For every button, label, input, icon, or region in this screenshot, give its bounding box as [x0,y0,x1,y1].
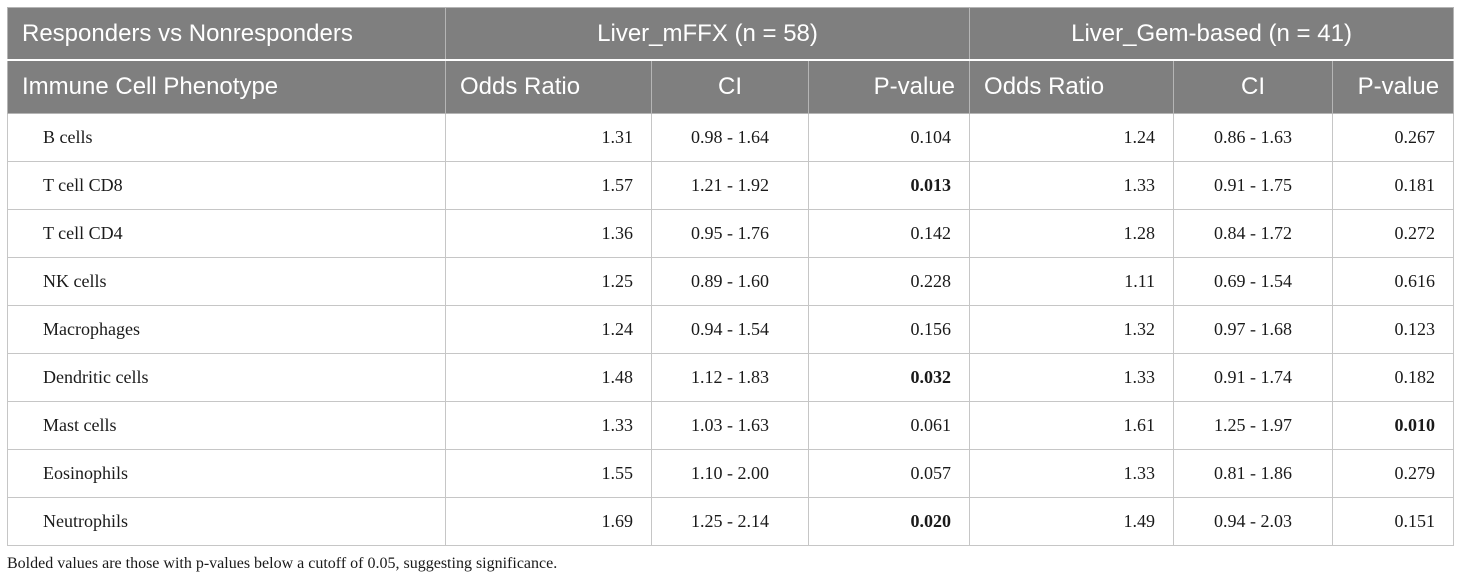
table-header: Responders vs Nonresponders Liver_mFFX (… [7,7,1455,114]
mffx-p-value-cell: 0.057 [807,449,971,498]
gem-odds-ratio-cell: 1.33 [969,449,1175,498]
phenotype-column-header: Immune Cell Phenotype [7,59,446,114]
gem-ci-header: CI [1173,59,1334,114]
table-body: B cells 1.31 0.98 - 1.64 0.104 1.24 0.86 - 1.… [7,113,1455,546]
mffx-odds-ratio-cell: 1.25 [445,257,652,306]
gem-ci-cell: 0.91 - 1.74 [1173,353,1334,402]
gem-p-value-cell: 0.616 [1332,257,1455,306]
mffx-p-value-cell: 0.013 [807,161,971,210]
mffx-odds-ratio-cell: 1.57 [445,161,652,210]
gem-p-value-cell: 0.123 [1332,305,1455,354]
mffx-p-value-header: P-value [807,59,971,114]
gem-ci-cell: 0.91 - 1.75 [1173,161,1334,210]
gem-odds-ratio-cell: 1.11 [969,257,1175,306]
gem-ci-cell: 0.69 - 1.54 [1173,257,1334,306]
gem-p-value-cell: 0.279 [1332,449,1455,498]
phenotype-cell: T cell CD4 [7,209,446,258]
table-footnote: Bolded values are those with p-values be… [7,555,558,572]
gem-p-value-cell: 0.272 [1332,209,1455,258]
phenotype-cell: Mast cells [7,401,446,450]
gem-p-value-cell: 0.182 [1332,353,1455,402]
table-row: Neutrophils 1.69 1.25 - 2.14 0.020 1.49 0.94 … [7,497,1455,546]
mffx-ci-cell: 1.03 - 1.63 [651,401,809,450]
gem-odds-ratio-cell: 1.61 [969,401,1175,450]
gem-odds-ratio-header: Odds Ratio [969,59,1175,114]
mffx-odds-ratio-cell: 1.69 [445,497,652,546]
mffx-p-value-cell: 0.104 [807,113,971,162]
group-header-gem: Liver_Gem-based (n = 41) [969,7,1455,61]
gem-odds-ratio-cell: 1.33 [969,353,1175,402]
mffx-ci-cell: 1.25 - 2.14 [651,497,809,546]
mffx-p-value-cell: 0.156 [807,305,971,354]
mffx-odds-ratio-header: Odds Ratio [445,59,652,114]
mffx-odds-ratio-cell: 1.36 [445,209,652,258]
gem-p-value-cell: 0.267 [1332,113,1455,162]
mffx-p-value-cell: 0.061 [807,401,971,450]
mffx-p-value-cell: 0.032 [807,353,971,402]
mffx-odds-ratio-cell: 1.24 [445,305,652,354]
table-row: Macrophages 1.24 0.94 - 1.54 0.156 1.32 0.97 … [7,305,1455,354]
mffx-ci-cell: 0.94 - 1.54 [651,305,809,354]
gem-odds-ratio-cell: 1.28 [969,209,1175,258]
table-row: Eosinophils 1.55 1.10 - 2.00 0.057 1.33 0.81 … [7,449,1455,498]
table-row: Mast cells 1.33 1.03 - 1.63 0.061 1.61 1.25 -… [7,401,1455,450]
table-row: NK cells 1.25 0.89 - 1.60 0.228 1.11 0.69 - 1… [7,257,1455,306]
table-row: T cell CD8 1.57 1.21 - 1.92 0.013 1.33 0.91 -… [7,161,1455,210]
mffx-odds-ratio-cell: 1.31 [445,113,652,162]
gem-ci-cell: 0.86 - 1.63 [1173,113,1334,162]
mffx-odds-ratio-cell: 1.55 [445,449,652,498]
phenotype-cell: B cells [7,113,446,162]
table-row: T cell CD4 1.36 0.95 - 1.76 0.142 1.28 0.84 -… [7,209,1455,258]
mffx-ci-header: CI [651,59,809,114]
gem-p-value-cell: 0.151 [1332,497,1455,546]
gem-p-value-header: P-value [1332,59,1455,114]
mffx-p-value-cell: 0.142 [807,209,971,258]
gem-ci-cell: 0.94 - 2.03 [1173,497,1334,546]
mffx-p-value-cell: 0.228 [807,257,971,306]
gem-p-value-cell: 0.010 [1332,401,1455,450]
phenotype-cell: Neutrophils [7,497,446,546]
mffx-ci-cell: 0.98 - 1.64 [651,113,809,162]
gem-odds-ratio-cell: 1.24 [969,113,1175,162]
header-row-groups: Responders vs Nonresponders Liver_mFFX (… [7,7,1455,61]
gem-p-value-cell: 0.181 [1332,161,1455,210]
mffx-odds-ratio-cell: 1.33 [445,401,652,450]
table-row: Dendritic cells 1.48 1.12 - 1.83 0.032 1.33 0… [7,353,1455,402]
phenotype-cell: T cell CD8 [7,161,446,210]
gem-ci-cell: 0.97 - 1.68 [1173,305,1334,354]
gem-odds-ratio-cell: 1.32 [969,305,1175,354]
phenotype-cell: NK cells [7,257,446,306]
header-row-columns: Immune Cell Phenotype Odds Ratio CI P-va… [7,59,1455,114]
gem-ci-cell: 0.84 - 1.72 [1173,209,1334,258]
gem-odds-ratio-cell: 1.49 [969,497,1175,546]
mffx-ci-cell: 0.89 - 1.60 [651,257,809,306]
mffx-odds-ratio-cell: 1.48 [445,353,652,402]
phenotype-cell: Eosinophils [7,449,446,498]
mffx-ci-cell: 1.10 - 2.00 [651,449,809,498]
comparison-header: Responders vs Nonresponders [7,7,446,61]
mffx-ci-cell: 1.12 - 1.83 [651,353,809,402]
phenotype-cell: Macrophages [7,305,446,354]
gem-ci-cell: 1.25 - 1.97 [1173,401,1334,450]
mffx-ci-cell: 1.21 - 1.92 [651,161,809,210]
table-row: B cells 1.31 0.98 - 1.64 0.104 1.24 0.86 - 1.… [7,113,1455,162]
mffx-p-value-cell: 0.020 [807,497,971,546]
phenotype-cell: Dendritic cells [7,353,446,402]
group-header-mffx: Liver_mFFX (n = 58) [444,7,971,61]
gem-ci-cell: 0.81 - 1.86 [1173,449,1334,498]
mffx-ci-cell: 0.95 - 1.76 [651,209,809,258]
gem-odds-ratio-cell: 1.33 [969,161,1175,210]
odds-ratio-table: Responders vs Nonresponders Liver_mFFX (… [7,7,1455,546]
